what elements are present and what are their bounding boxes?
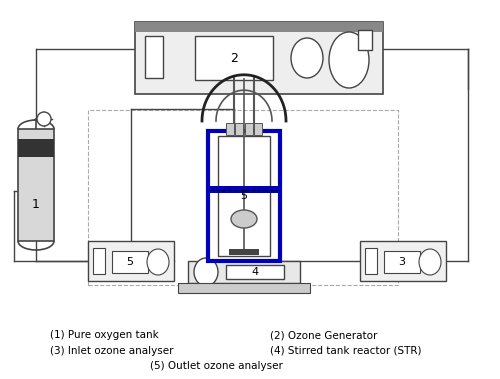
Ellipse shape <box>194 258 218 286</box>
Bar <box>135 22 383 32</box>
Ellipse shape <box>329 32 369 88</box>
Bar <box>178 283 310 293</box>
Bar <box>229 249 259 255</box>
Bar <box>88 110 398 285</box>
Bar <box>135 22 383 94</box>
Bar <box>254 123 262 135</box>
Bar <box>145 36 163 78</box>
Bar <box>208 131 280 261</box>
Bar <box>360 241 446 281</box>
Bar <box>384 251 420 273</box>
Text: (3) Inlet ozone analyser: (3) Inlet ozone analyser <box>50 346 174 356</box>
Text: 2: 2 <box>230 52 238 64</box>
Ellipse shape <box>37 112 51 126</box>
Ellipse shape <box>291 38 323 78</box>
Text: (2) Ozone Generator: (2) Ozone Generator <box>270 330 378 340</box>
Bar <box>235 123 243 135</box>
Bar <box>112 251 148 273</box>
Bar <box>93 248 105 274</box>
Text: 4: 4 <box>252 267 258 277</box>
Bar <box>226 265 284 279</box>
Ellipse shape <box>231 210 257 228</box>
Bar <box>218 136 270 256</box>
Ellipse shape <box>147 249 169 275</box>
Text: (1) Pure oxygen tank: (1) Pure oxygen tank <box>50 330 159 340</box>
Text: 3: 3 <box>398 257 406 267</box>
Text: 5: 5 <box>240 191 248 201</box>
Ellipse shape <box>419 249 441 275</box>
Bar <box>245 123 253 135</box>
Bar <box>18 129 54 241</box>
Text: 1: 1 <box>32 197 40 210</box>
Text: (5) Outlet ozone analyser: (5) Outlet ozone analyser <box>150 361 283 371</box>
Bar <box>358 30 372 50</box>
Bar <box>365 248 377 274</box>
Bar <box>226 123 234 135</box>
Text: 5: 5 <box>126 257 134 267</box>
Bar <box>18 139 54 157</box>
Bar <box>188 261 300 283</box>
Text: (4) Stirred tank reactor (STR): (4) Stirred tank reactor (STR) <box>270 346 422 356</box>
Bar <box>195 36 273 80</box>
Bar <box>208 186 280 193</box>
Bar <box>88 241 174 281</box>
